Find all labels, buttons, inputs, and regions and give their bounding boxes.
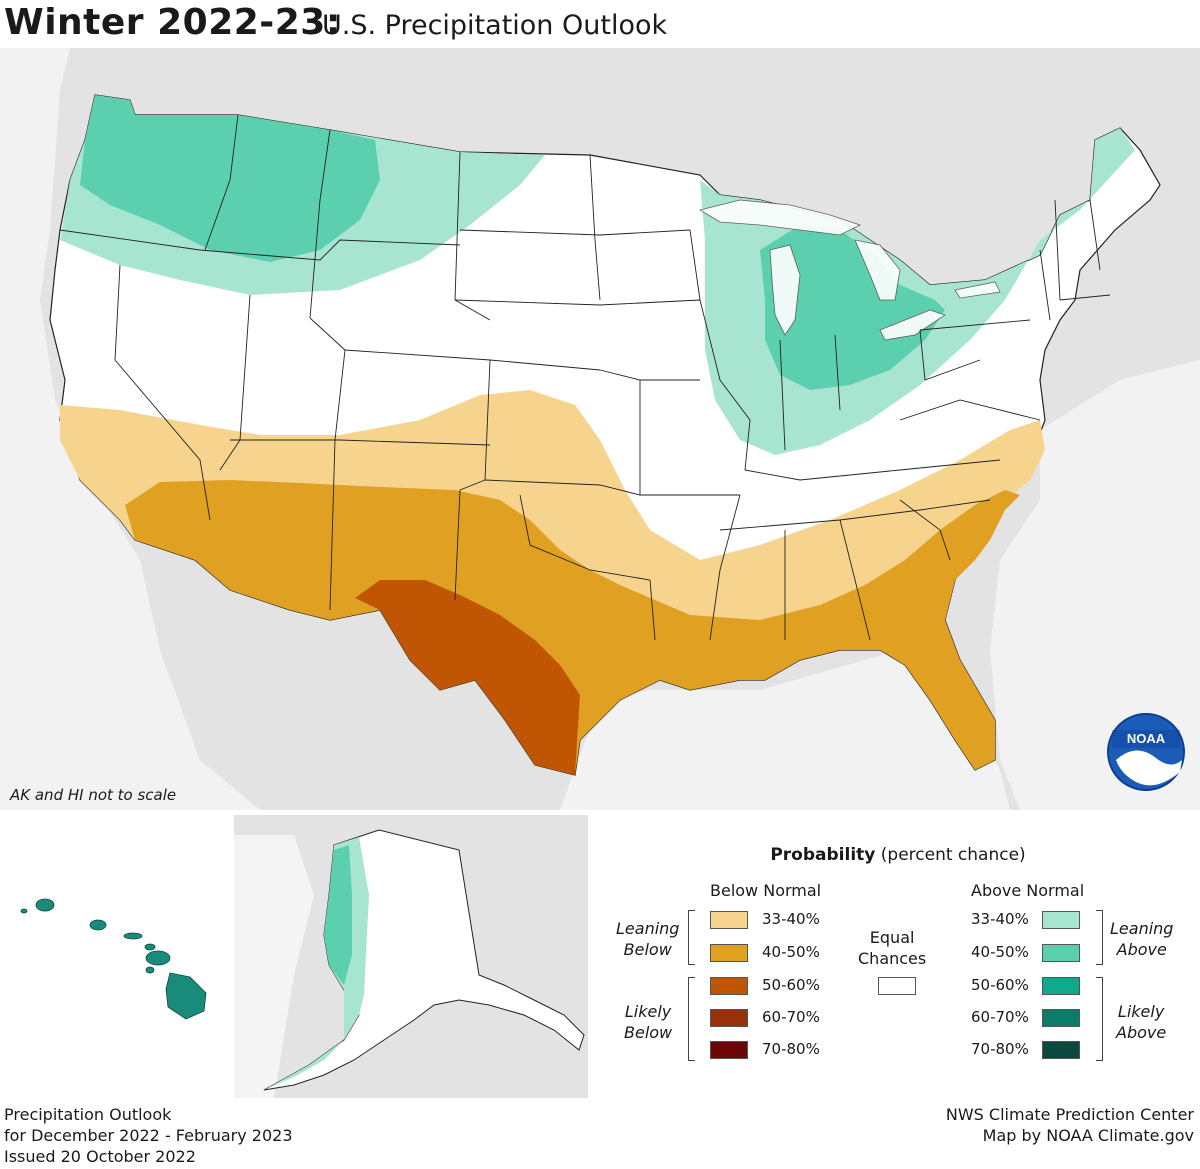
likely-below-bracket [688, 977, 695, 1061]
equal-chances-line2: Chances [858, 949, 927, 968]
legend-title: Probability (percent chance) [596, 845, 1200, 865]
likely-below-line2: Below [624, 1023, 673, 1042]
leaning-below-label: Leaning Below [616, 918, 679, 960]
footer-left: Precipitation Outlook for December 2022 … [4, 1104, 293, 1167]
title-subtitle: U.S. Precipitation Outlook [322, 10, 668, 41]
below-swatch-label: 70-80% [762, 1040, 820, 1058]
hawaii-svg [20, 898, 207, 1020]
alaska-inset [234, 815, 588, 1098]
leaning-above-label: Leaning Above [1110, 918, 1173, 960]
above-swatch-label: 70-80% [971, 1040, 1029, 1058]
noaa-logo-text: NOAA [1127, 731, 1166, 746]
leaning-above-line1: Leaning [1110, 919, 1174, 938]
footer-credit2: Map by NOAA Climate.gov [982, 1126, 1194, 1145]
above-40-50-great-lakes [760, 225, 945, 390]
conus-map: NOAA [0, 48, 1200, 810]
below-swatch-label: 50-60% [762, 976, 820, 994]
above-swatch-label: 33-40% [971, 910, 1029, 928]
title-bar: Winter 2022-23: U.S. Precipitation Outlo… [0, 0, 1200, 48]
below-33-40-region [60, 390, 1045, 650]
alaska-svg [234, 815, 588, 1098]
below-50-60-region [355, 580, 580, 775]
above-swatch [1042, 1009, 1080, 1027]
above-swatch [1042, 1041, 1080, 1059]
below-swatch-label: 40-50% [762, 943, 820, 961]
below-swatch [710, 1041, 748, 1059]
title-main: Winter 2022-23: [4, 2, 341, 43]
likely-below-line1: Likely [624, 1002, 672, 1021]
footer-line2: for December 2022 - February 2023 [4, 1126, 293, 1145]
gulf-of-mexico [560, 650, 1010, 810]
legend-above-header: Above Normal [971, 881, 1085, 900]
equal-chances-label: Equal Chances [858, 927, 926, 969]
above-swatch [1042, 977, 1080, 995]
map-note: AK and HI not to scale [10, 786, 177, 804]
footer-credit1: NWS Climate Prediction Center [945, 1105, 1194, 1124]
below-swatch [710, 1009, 748, 1027]
noaa-logo: NOAA [1107, 713, 1185, 791]
leaning-above-line2: Above [1116, 940, 1167, 959]
footer-right: NWS Climate Prediction Center Map by NOA… [946, 1104, 1194, 1146]
lake-ontario [954, 281, 1001, 299]
likely-above-bracket [1096, 977, 1103, 1061]
below-swatch-label: 60-70% [762, 1008, 820, 1026]
below-swatch-label: 33-40% [762, 910, 820, 928]
legend-below-header: Below Normal [710, 881, 822, 900]
above-swatch [1042, 944, 1080, 962]
lake-michigan [769, 244, 801, 336]
legend-title-bold: Probability [770, 845, 876, 865]
equal-chances-swatch [878, 977, 916, 995]
leaning-below-bracket [688, 910, 695, 965]
likely-above-line2: Above [1116, 1023, 1167, 1042]
above-swatch-label: 60-70% [971, 1008, 1029, 1026]
pacific-ocean [0, 48, 260, 810]
above-swatch-label: 40-50% [971, 943, 1029, 961]
below-swatch [710, 911, 748, 929]
footer-line1: Precipitation Outlook [4, 1105, 172, 1124]
legend: Probability (percent chance) Below Norma… [596, 815, 1200, 1098]
likely-below-label: Likely Below [624, 1001, 672, 1043]
hawaii-inset [0, 815, 226, 1098]
conus-map-svg: NOAA [0, 48, 1200, 810]
below-swatch [710, 977, 748, 995]
state-borders [59, 114, 1111, 641]
likely-above-line1: Likely [1117, 1002, 1165, 1021]
footer-line3: Issued 20 October 2022 [4, 1147, 196, 1166]
hawaii-islands [20, 898, 207, 1020]
atlantic-ocean [990, 360, 1200, 810]
lake-huron [854, 239, 901, 301]
leaning-below-line2: Below [623, 940, 672, 959]
lake-superior [698, 199, 862, 236]
alaska-above-40-50 [324, 845, 352, 985]
above-swatch [1042, 911, 1080, 929]
below-swatch [710, 944, 748, 962]
equal-chances-line1: Equal [869, 928, 915, 947]
leaning-below-line1: Leaning [616, 919, 680, 938]
below-40-50-region [125, 480, 1020, 775]
likely-above-label: Likely Above [1116, 1001, 1166, 1043]
leaning-above-bracket [1096, 910, 1103, 965]
above-swatch-label: 50-60% [971, 976, 1029, 994]
legend-title-rest: (percent chance) [880, 845, 1026, 865]
lake-erie [879, 309, 946, 341]
